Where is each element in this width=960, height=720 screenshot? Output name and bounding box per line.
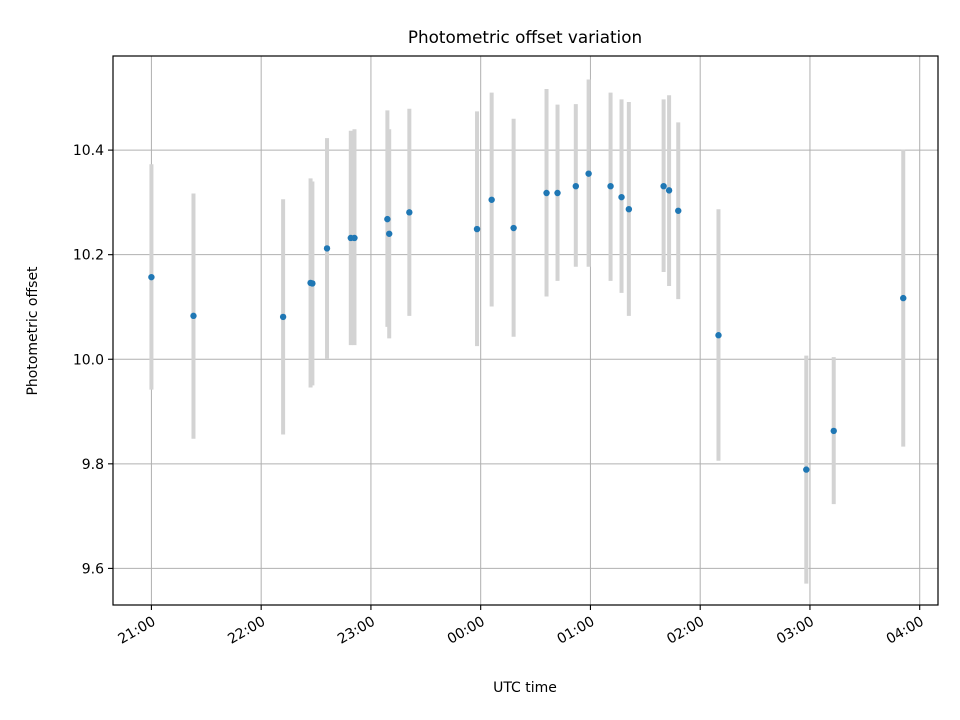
- data-point: [665, 187, 673, 194]
- data-point: [279, 313, 287, 321]
- chart-title: Photometric offset variation: [408, 27, 642, 47]
- y-axis-label: Photometric offset: [25, 266, 41, 396]
- plot-area-frame: [112, 55, 939, 606]
- data-points: [148, 170, 907, 473]
- data-point: [386, 230, 393, 237]
- data-point: [473, 225, 481, 233]
- data-point: [585, 170, 592, 177]
- data-point: [803, 466, 810, 473]
- data-point: [510, 224, 517, 232]
- data-point: [148, 273, 155, 281]
- y-axis-ticks: 9.6 9.8 10.0 10.2 10.4: [73, 143, 113, 577]
- data-point: [830, 427, 837, 435]
- data-point: [190, 312, 197, 320]
- data-point: [660, 182, 667, 190]
- data-point: [625, 205, 633, 213]
- data-point: [384, 215, 391, 223]
- y-tick-label: 9.6: [82, 561, 104, 577]
- data-point: [715, 332, 722, 339]
- data-point: [554, 189, 561, 197]
- grid-lines: [113, 56, 938, 605]
- y-tick-label: 10.4: [73, 143, 104, 159]
- data-point: [351, 234, 358, 242]
- data-point: [618, 193, 625, 201]
- y-tick-label: 9.8: [82, 457, 104, 473]
- x-axis-label: UTC time: [493, 680, 557, 696]
- y-tick-label: 10.2: [73, 248, 104, 264]
- data-point: [309, 280, 316, 287]
- data-point: [607, 182, 614, 190]
- data-point: [543, 189, 550, 197]
- data-point: [675, 207, 682, 214]
- data-point: [900, 294, 907, 302]
- y-tick-label: 10.0: [73, 352, 104, 368]
- data-point: [572, 182, 580, 190]
- data-point: [406, 209, 413, 216]
- data-point: [488, 196, 495, 203]
- data-point: [323, 245, 331, 252]
